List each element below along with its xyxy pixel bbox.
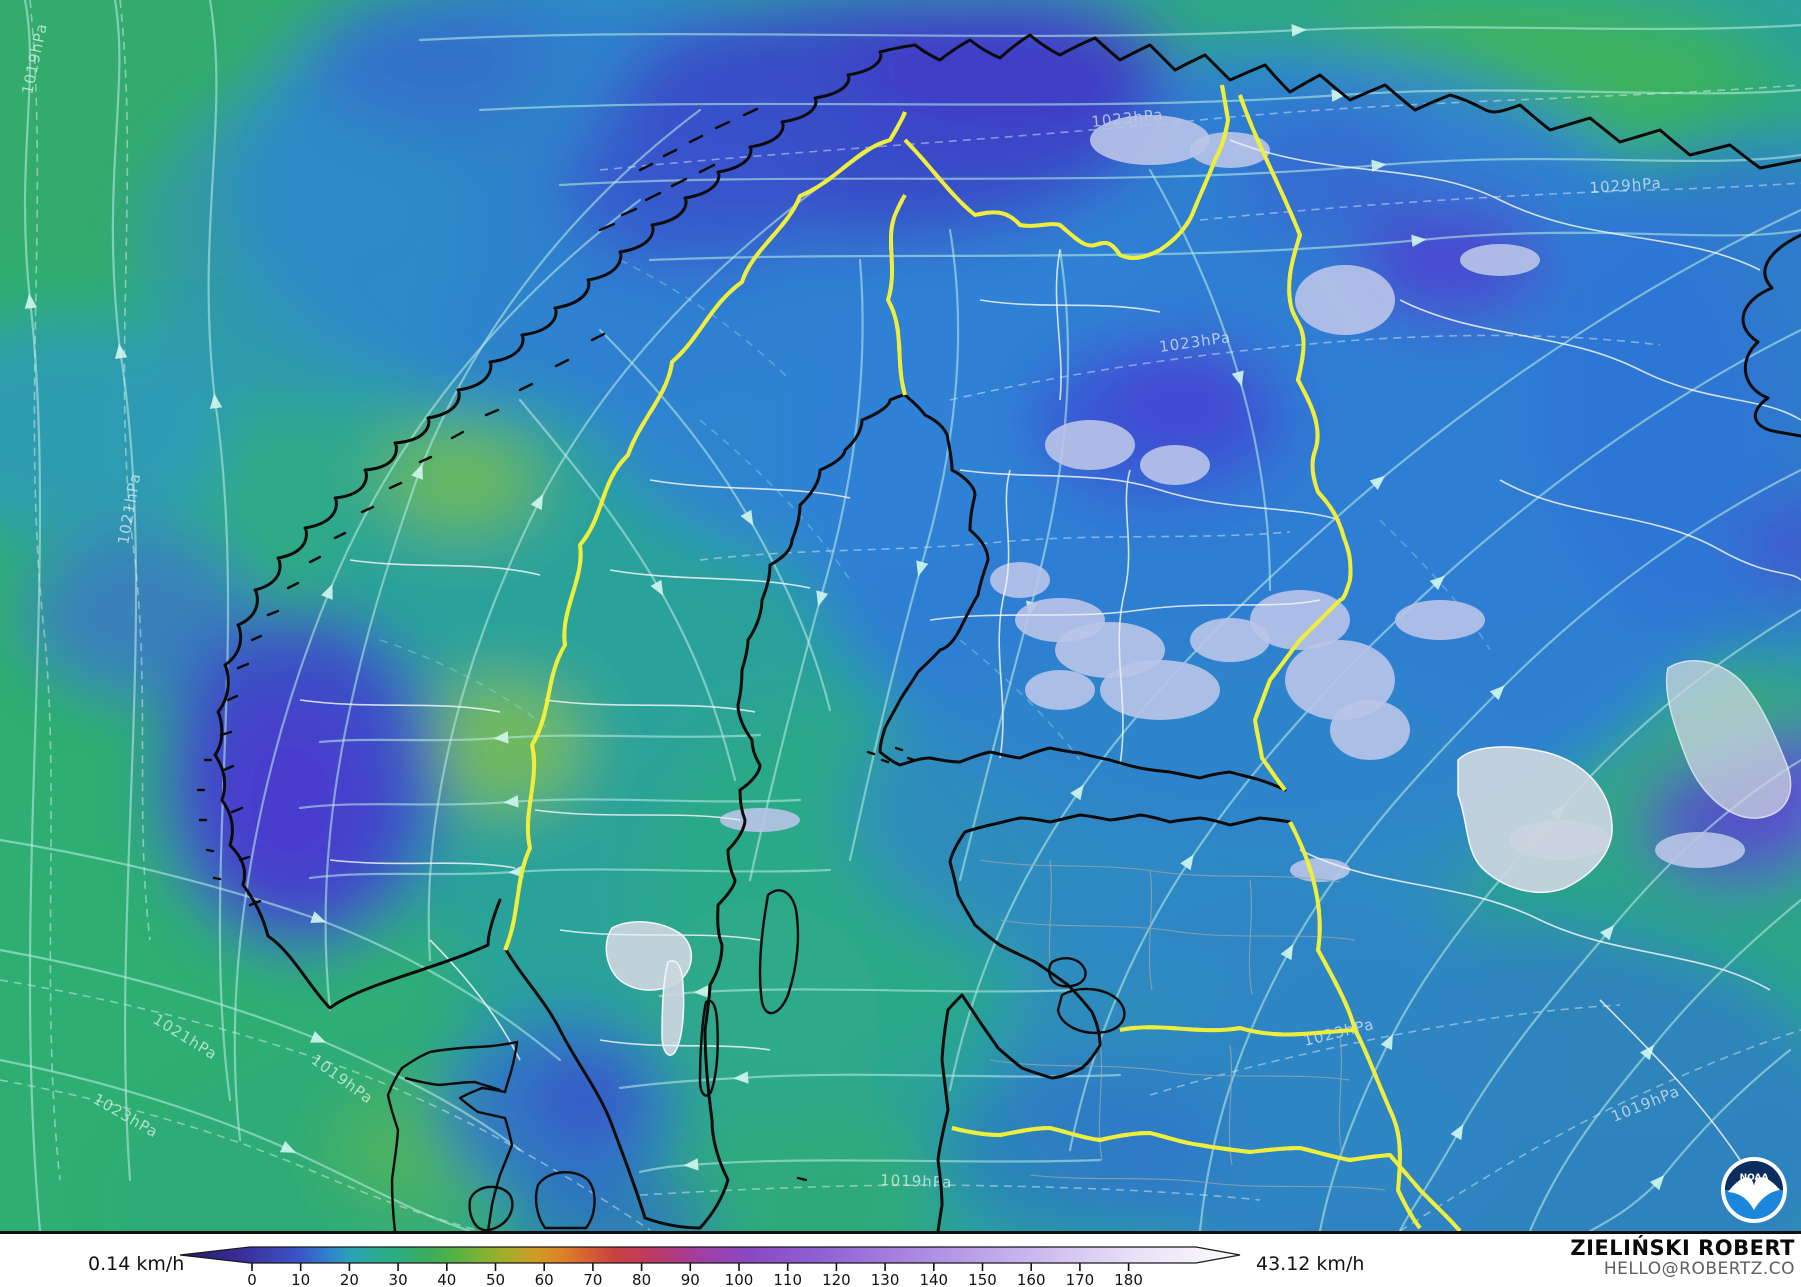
legend-tick-label: 40 <box>437 1271 456 1287</box>
legend-tick-label: 60 <box>535 1271 554 1287</box>
streamlines <box>0 0 1801 1231</box>
legend-tick-label: 180 <box>1114 1271 1143 1287</box>
legend-tick-label: 50 <box>486 1271 505 1287</box>
legend-tick-label: 90 <box>681 1271 700 1287</box>
legend-tick-label: 20 <box>340 1271 359 1287</box>
legend-tick-label: 100 <box>725 1271 754 1287</box>
legend-tick-label: 170 <box>1066 1271 1095 1287</box>
legend-tick-label: 160 <box>1017 1271 1046 1287</box>
admin-borders-white <box>299 139 1801 1161</box>
wind-speed-field <box>0 0 1801 1231</box>
legend-ticks: 0 10 20 30 40 50 60 70 80 90 100 110 120 130 140 150 160… <box>247 1263 1143 1287</box>
legend-tick-label: 110 <box>773 1271 802 1287</box>
credit-email: HELLO@ROBERTZ.CO <box>1603 1259 1795 1280</box>
legend-tick-label: 30 <box>389 1271 408 1287</box>
credit-block: ZIELIŃSKI ROBERT HELLO@ROBERTZ.CO <box>1570 1236 1795 1280</box>
coastlines <box>196 33 1801 1231</box>
noaa-logo-text: NOAA <box>1740 1173 1769 1183</box>
legend-tick-label: 0 <box>247 1271 257 1287</box>
admin-borders-gray <box>979 859 1386 1191</box>
legend-colorbar: 0 10 20 30 40 50 60 70 80 90 100 110 120 130 140 150 160… <box>179 1246 1241 1287</box>
legend-tick-label: 130 <box>871 1271 900 1287</box>
wind-map-canvas[interactable]: 1019hPa 1021hPa 1021hPa 1019hPa 1023hPa 1019h… <box>0 0 1801 1231</box>
legend-tick-label: 150 <box>968 1271 997 1287</box>
noaa-logo: NOAA <box>1721 1157 1787 1223</box>
wind-map-svg: 1019hPa1021hPa1021hPa1019hPa1023hPa1019h… <box>0 0 1801 1231</box>
colorbar-arrow <box>179 1246 1241 1264</box>
legend-tick-label: 140 <box>919 1271 948 1287</box>
credit-name: ZIELIŃSKI ROBERT <box>1570 1236 1795 1260</box>
country-borders-yellow <box>503 83 1462 1231</box>
legend-tick-label: 120 <box>822 1271 851 1287</box>
isobar-label: 1019hPa <box>880 1171 953 1192</box>
legend-max-label: 43.12 km/h <box>1256 1253 1365 1275</box>
legend-tick-label: 70 <box>583 1271 602 1287</box>
legend-tick-label: 80 <box>632 1271 651 1287</box>
lakes <box>605 115 1792 1056</box>
isobar-label: 1029hPa <box>1589 174 1662 197</box>
legend-min-label: 0.14 km/h <box>88 1253 185 1275</box>
legend-tick-label: 10 <box>291 1271 310 1287</box>
